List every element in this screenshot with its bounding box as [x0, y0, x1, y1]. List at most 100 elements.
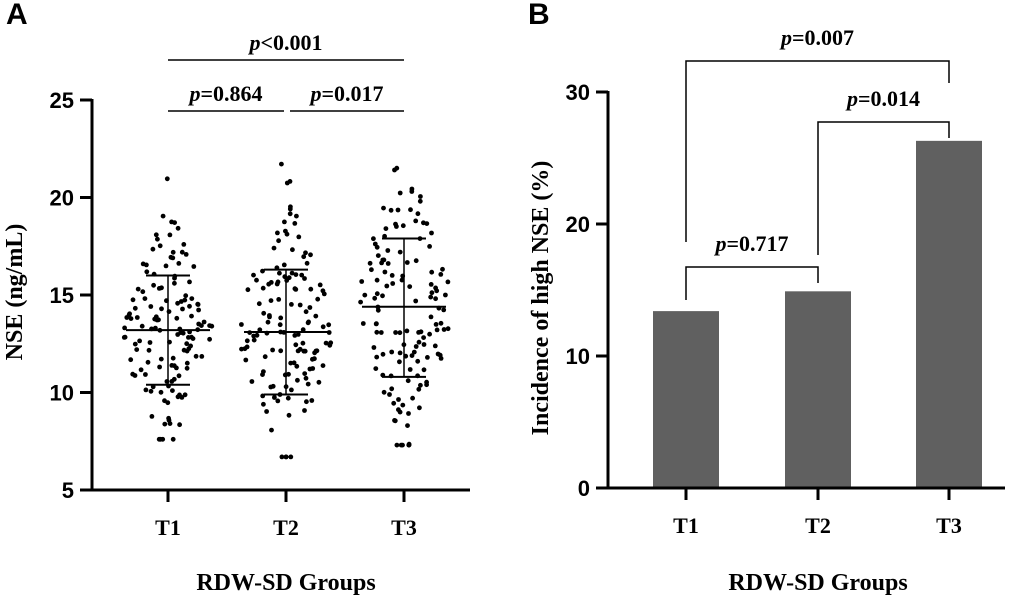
a-data-point	[152, 316, 158, 322]
b-x-ticks: T1 T2 T3	[673, 488, 962, 538]
a-data-point	[294, 213, 299, 219]
a-p-value: p=0.864	[187, 81, 262, 106]
b-significance-brackets: p=0.717 p=0.014 p=0.007	[685, 25, 950, 300]
a-data-point	[167, 232, 173, 238]
a-data-point	[415, 358, 421, 364]
a-data-point	[176, 373, 182, 379]
a-data-point	[445, 279, 451, 285]
a-data-point	[371, 345, 377, 350]
a-data-point	[375, 307, 381, 313]
a-data-point	[397, 330, 403, 336]
a-data-point	[187, 279, 192, 285]
b-bar	[653, 311, 719, 488]
a-data-point	[177, 422, 183, 428]
a-data-point	[175, 332, 181, 337]
a-data-point	[265, 319, 271, 325]
a-data-point	[304, 260, 310, 266]
a-data-point	[380, 351, 386, 357]
a-data-point	[374, 291, 380, 297]
a-data-point	[400, 402, 406, 408]
a-data-point	[288, 454, 294, 460]
a-data-point	[421, 342, 427, 347]
a-data-point	[388, 207, 394, 213]
a-data-point	[278, 348, 284, 354]
b-bracket	[685, 266, 819, 300]
a-data-point	[254, 332, 260, 338]
a-significance-brackets: p=0.864 p=0.017 p<0.001	[168, 30, 404, 112]
a-data-point	[166, 415, 172, 421]
a-data-point	[193, 353, 199, 359]
a-data-point	[307, 305, 313, 310]
a-data-point	[313, 348, 319, 354]
a-data-point	[382, 269, 388, 275]
a-data-point	[157, 243, 163, 249]
b-x-tick-label: T2	[805, 513, 831, 538]
a-data-point	[178, 299, 184, 304]
a-data-point	[424, 379, 429, 385]
a-data-point	[137, 338, 143, 344]
a-data-point	[396, 407, 401, 413]
a-data-point	[297, 302, 303, 308]
a-data-point	[275, 398, 281, 404]
a-data-point	[122, 325, 127, 331]
a-data-point	[183, 252, 189, 257]
a-data-point	[283, 228, 288, 234]
a-data-point	[360, 321, 366, 326]
a-data-point	[418, 194, 423, 199]
panel-b-label: B	[528, 0, 550, 31]
a-data-point	[295, 332, 301, 337]
a-data-point	[428, 282, 434, 287]
a-data-point	[175, 300, 181, 306]
a-y-tick-label: 25	[50, 88, 74, 113]
b-x-tick-label: T1	[673, 513, 699, 538]
a-data-point	[170, 355, 176, 361]
a-data-point	[268, 280, 274, 285]
a-data-point	[404, 328, 410, 334]
a-data-point	[180, 306, 185, 312]
a-data-point	[290, 247, 295, 253]
a-data-point	[159, 306, 164, 312]
a-data-point	[264, 409, 269, 414]
a-data-point	[175, 225, 181, 231]
a-data-point	[394, 165, 400, 171]
a-data-point	[170, 255, 176, 261]
a-data-point	[434, 327, 440, 333]
a-data-point	[287, 211, 293, 217]
a-data-point	[278, 315, 284, 321]
a-data-point	[427, 244, 432, 249]
a-mean-sd-bars	[126, 237, 446, 396]
a-data-point	[272, 395, 277, 400]
a-data-point	[434, 288, 440, 294]
a-data-point	[243, 357, 249, 363]
a-data-point	[380, 293, 385, 299]
b-y-tick-label: 30	[566, 80, 590, 105]
a-data-point	[302, 276, 307, 281]
a-data-point	[389, 273, 395, 278]
a-data-point	[165, 400, 171, 406]
a-data-point	[170, 436, 176, 442]
a-data-point	[138, 367, 144, 373]
a-data-point	[385, 261, 391, 266]
a-data-point	[417, 405, 422, 411]
a-data-point	[406, 441, 412, 447]
b-y-axis-label: Incidence of high NSE (%)	[528, 161, 554, 436]
a-data-point	[407, 367, 413, 372]
a-data-point	[139, 323, 145, 329]
a-data-point	[291, 360, 297, 366]
a-data-point	[283, 454, 289, 460]
a-x-axis-label: RDW-SD Groups	[196, 570, 375, 596]
a-data-point	[385, 248, 391, 253]
a-data-point	[261, 401, 266, 407]
a-data-point	[282, 219, 287, 225]
a-data-point	[130, 371, 136, 377]
a-data-point	[158, 389, 164, 395]
a-data-point	[443, 292, 448, 298]
a-data-point	[421, 220, 426, 226]
a-data-point	[438, 320, 444, 326]
a-data-point	[292, 286, 298, 292]
panel-a-label: A	[6, 0, 28, 31]
a-data-point	[275, 230, 280, 236]
a-data-point	[292, 221, 298, 226]
a-data-point	[304, 399, 309, 405]
